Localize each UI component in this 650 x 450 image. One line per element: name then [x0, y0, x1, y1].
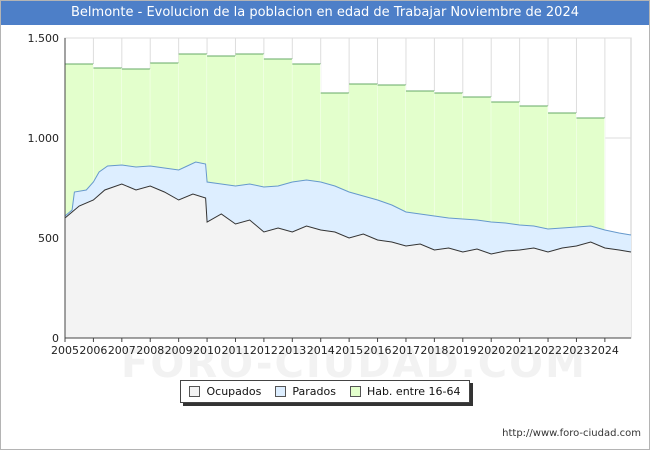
legend-item-parados: Parados	[275, 385, 336, 398]
x-tick-label-2005: 2005	[51, 344, 79, 357]
x-tick-label-2018: 2018	[420, 344, 448, 357]
legend-item-hab: Hab. entre 16-64	[349, 385, 461, 398]
y-tick-label-0: 0	[52, 332, 59, 345]
x-tick-label-2008: 2008	[136, 344, 164, 357]
source-link[interactable]: http://www.foro-ciudad.com	[502, 428, 641, 439]
y-tick-label-500: 500	[38, 232, 59, 245]
legend-label-hab: Hab. entre 16-64	[366, 385, 461, 398]
x-tick-label-2022: 2022	[534, 344, 562, 357]
x-tick-label-2011: 2011	[221, 344, 249, 357]
legend-item-ocupados: Ocupados	[189, 385, 261, 398]
legend-swatch-parados	[275, 386, 287, 397]
x-tick-label-2019: 2019	[449, 344, 477, 357]
x-tick-label-2016: 2016	[364, 344, 392, 357]
legend-swatch-ocupados	[189, 386, 201, 397]
x-tick-label-2023: 2023	[562, 344, 590, 357]
chart-title: Belmonte - Evolucion de la poblacion en …	[1, 1, 649, 25]
x-tick-label-2013: 2013	[278, 344, 306, 357]
x-tick-label-2017: 2017	[392, 344, 420, 357]
x-tick-label-2007: 2007	[108, 344, 136, 357]
x-tick-label-2014: 2014	[307, 344, 335, 357]
x-tick-label-2010: 2010	[193, 344, 221, 357]
legend-swatch-hab	[349, 386, 361, 397]
x-tick-label-2012: 2012	[250, 344, 278, 357]
x-tick-label-2024: 2024	[591, 344, 619, 357]
legend-label-parados: Parados	[292, 385, 336, 398]
areas	[64, 53, 632, 338]
ocupados-area	[65, 184, 631, 338]
x-tick-label-2021: 2021	[506, 344, 534, 357]
x-tick-label-2009: 2009	[165, 344, 193, 357]
x-tick-label-2015: 2015	[335, 344, 363, 357]
ocupados-line	[64, 183, 632, 255]
x-tick-label-2006: 2006	[79, 344, 107, 357]
legend: Ocupados Parados Hab. entre 16-64	[180, 380, 470, 403]
parados-line	[64, 161, 632, 236]
x-tick-label-2020: 2020	[477, 344, 505, 357]
watermark: FORO-CIUDAD.COM	[121, 341, 587, 387]
y-tick-label-1500: 1.500	[28, 32, 60, 45]
y-tick-label-1000: 1.000	[28, 132, 60, 145]
legend-label-ocupados: Ocupados	[206, 385, 262, 398]
